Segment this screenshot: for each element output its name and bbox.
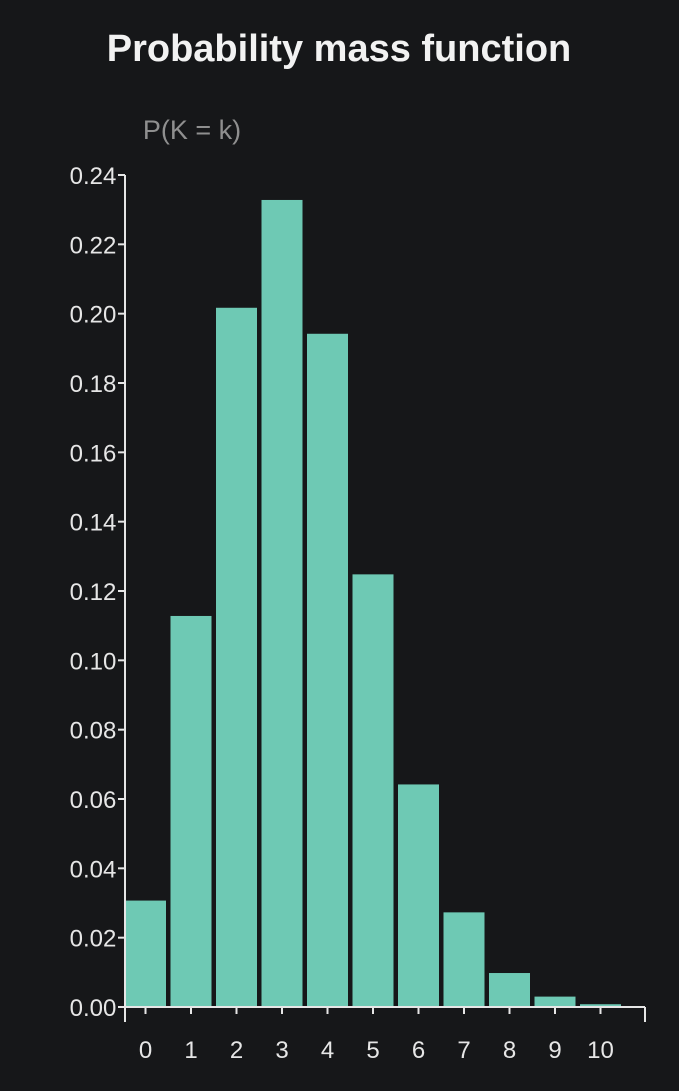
bar-5 [352, 574, 394, 1007]
bar-8 [489, 973, 530, 1007]
x-tick-label: 7 [457, 1037, 470, 1064]
x-tick-label: 6 [412, 1037, 425, 1064]
bar-group [125, 199, 621, 1008]
y-tick-label: 0.20 [70, 302, 117, 329]
x-tick-label: 0 [139, 1037, 152, 1064]
y-axis-label: P(K = k) [143, 115, 241, 145]
x-tick-label: 9 [548, 1037, 561, 1064]
x-tick-label: 10 [587, 1037, 614, 1064]
y-tick-label: 0.10 [70, 648, 117, 675]
y-tick-label: 0.00 [70, 995, 117, 1022]
x-tick-label: 2 [230, 1037, 243, 1064]
y-tick-label: 0.18 [70, 371, 117, 398]
y-axis: 0.00 0.02 0.04 0.06 0.08 0.10 0.12 0.14 0.16 0.18… [70, 163, 126, 1022]
bar-6 [398, 784, 439, 1007]
bar-2 [216, 307, 257, 1008]
bar-0 [125, 900, 166, 1007]
y-tick-label: 0.04 [70, 856, 117, 883]
y-tick-label: 0.14 [70, 510, 117, 537]
bar-9 [534, 996, 576, 1007]
bar-7 [443, 912, 485, 1007]
y-tick-label: 0.12 [70, 579, 117, 606]
y-tick-label: 0.08 [70, 718, 117, 745]
x-tick-label: 1 [184, 1037, 197, 1064]
chart-title: Probability mass function [107, 28, 572, 70]
x-tick-label: 5 [366, 1037, 379, 1064]
bar-3 [261, 199, 303, 1007]
bar-4 [307, 333, 348, 1008]
y-tick-label: 0.02 [70, 926, 117, 953]
x-axis: 0 1 2 3 4 5 6 7 8 9 10 [124, 1006, 646, 1064]
x-tick-label: 4 [321, 1037, 334, 1064]
y-tick-label: 0.22 [70, 232, 117, 259]
y-tick-label: 0.24 [70, 163, 117, 190]
x-tick-label: 8 [503, 1037, 516, 1064]
x-tick-label: 3 [275, 1037, 288, 1064]
bar-1 [170, 615, 212, 1007]
y-tick-label: 0.06 [70, 787, 117, 814]
y-tick-label: 0.16 [70, 440, 117, 467]
bar-10 [580, 1004, 621, 1007]
